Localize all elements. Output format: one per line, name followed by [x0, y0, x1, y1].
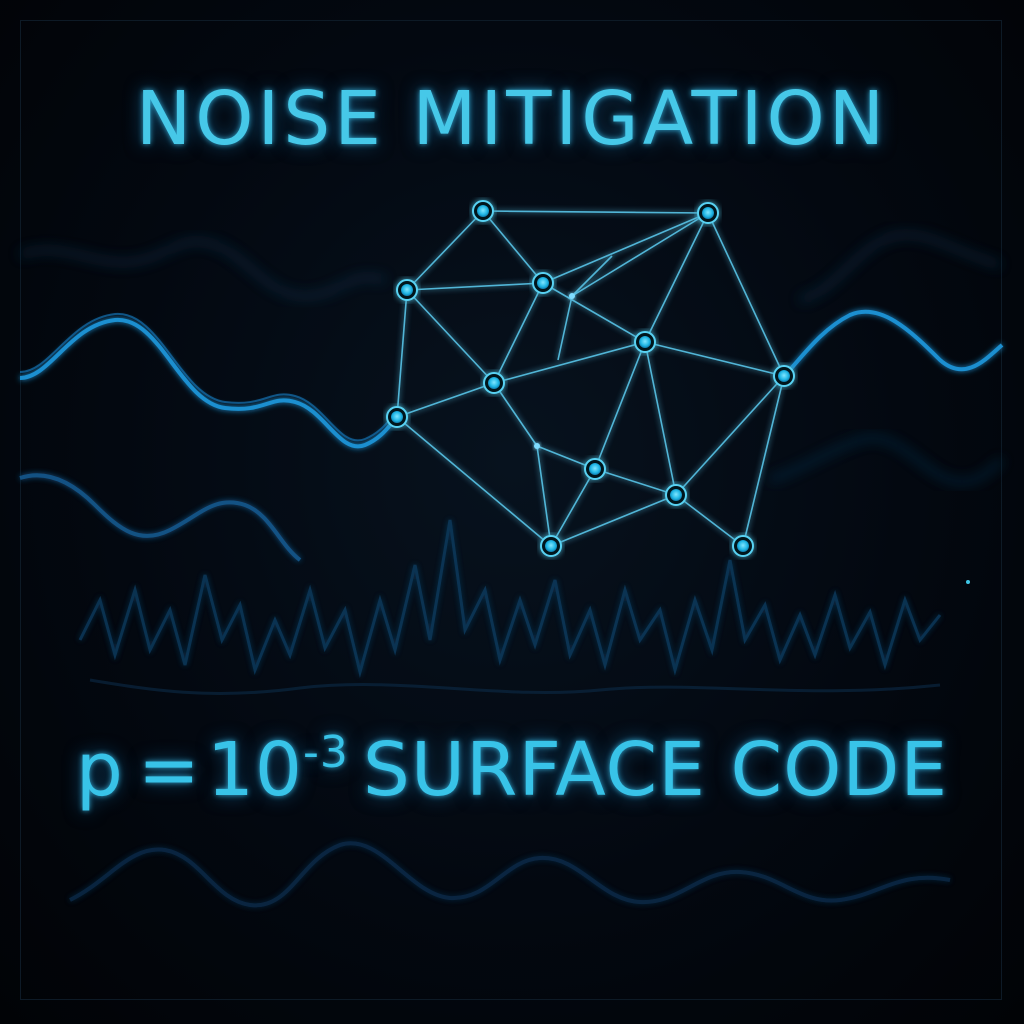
- qubit-network: [386, 200, 970, 584]
- qubit-node: [665, 484, 687, 506]
- qubit-node: [396, 279, 418, 301]
- qubit-node: [540, 535, 562, 557]
- error-rate-formula: p =10-3 SURFACE CODE: [0, 727, 1024, 813]
- bottom-wave: [69, 841, 951, 908]
- formula-equals: =: [137, 727, 201, 813]
- main-wave-left: [19, 317, 402, 449]
- formula-exponent: -3: [303, 727, 349, 778]
- network-edges: [396, 210, 785, 547]
- main-wave-right: [783, 309, 1004, 377]
- qubit-node: [697, 202, 719, 224]
- qubit-node: [472, 200, 494, 222]
- faint-wave-upper-left: [18, 238, 386, 300]
- qubit-node: [386, 406, 408, 428]
- noise-waves: [18, 231, 1004, 908]
- network-nodes: [386, 200, 970, 584]
- border-frame: [20, 20, 1002, 1000]
- qubit-node: [773, 365, 795, 387]
- qubit-node: [532, 272, 554, 294]
- qubit-node: [732, 535, 754, 557]
- wave-lower-left: [19, 473, 302, 562]
- spiky-noise-band: [78, 519, 942, 678]
- faint-wave-right: [769, 435, 1004, 485]
- small-junction-dot: [966, 580, 970, 584]
- qubit-node: [584, 458, 606, 480]
- small-junction-dot: [534, 443, 540, 449]
- qubit-node: [634, 331, 656, 353]
- formula-variable: p: [75, 727, 124, 813]
- qubit-node: [483, 372, 505, 394]
- formula-base: 10: [206, 727, 304, 813]
- poster-title: NOISE MITIGATION: [135, 76, 889, 162]
- small-junction-dot: [569, 293, 575, 299]
- faint-wave-upper-right: [799, 231, 1001, 303]
- formula-label: SURFACE CODE: [362, 727, 949, 813]
